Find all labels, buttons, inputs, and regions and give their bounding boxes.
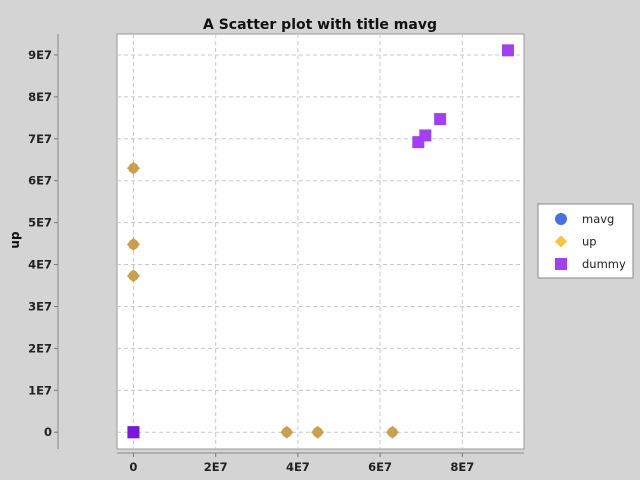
- legend: mavg up dummy: [537, 203, 634, 279]
- legend-label-mavg: mavg: [582, 212, 614, 226]
- y-tick-label: 9E7: [28, 48, 52, 62]
- x-tick-label: 6E7: [368, 460, 392, 474]
- data-point-dummy: [501, 44, 514, 57]
- data-point-up-shape: [126, 161, 140, 175]
- x-tick-label: 0: [129, 460, 137, 474]
- y-tick-label: 8E7: [28, 90, 52, 104]
- data-point-dummy: [434, 113, 447, 126]
- data-point-up: [126, 237, 140, 251]
- y-axis-title: up: [8, 231, 22, 249]
- y-tick-label: 7E7: [28, 132, 52, 146]
- y-tick-label: 0: [44, 425, 52, 439]
- data-points: [126, 44, 514, 439]
- legend-marker-mavg: [555, 213, 567, 225]
- axes: 0 1E7 2E7 3E7 4E7 5E7 6E7 7E7 8E7 9E7 0 2E7 4E7 6E7 8E…: [28, 34, 524, 474]
- x-tick-label: 8E7: [450, 460, 474, 474]
- y-tick-label: 1E7: [28, 383, 52, 397]
- plot-area: [116, 33, 525, 450]
- x-tick-label: 4E7: [286, 460, 310, 474]
- grid-lines: [117, 34, 524, 449]
- data-point-up: [385, 425, 399, 439]
- legend-label-up: up: [582, 235, 597, 249]
- legend-marker-up: [555, 235, 567, 248]
- data-point-origin-overlap: [127, 426, 140, 439]
- data-point-dummy: [419, 129, 432, 142]
- legend-marker-dummy: [555, 258, 567, 270]
- y-tick-label: 4E7: [28, 258, 52, 272]
- data-point-up-shape: [126, 269, 140, 283]
- data-point-up-shape: [126, 237, 140, 251]
- legend-label-dummy: dummy: [582, 257, 626, 271]
- data-point-up-shape: [385, 425, 399, 439]
- y-tick-label: 6E7: [28, 174, 52, 188]
- data-point-up-shape: [280, 425, 294, 439]
- legend-box: [537, 203, 634, 279]
- data-point-up: [311, 425, 325, 439]
- x-tick-label: 2E7: [204, 460, 228, 474]
- data-point-up: [280, 425, 294, 439]
- y-tick-label: 5E7: [28, 216, 52, 230]
- data-point-up-shape: [311, 425, 325, 439]
- data-point-up: [126, 269, 140, 283]
- data-point-up: [126, 161, 140, 175]
- y-tick-label: 3E7: [28, 299, 52, 313]
- chart-title: A Scatter plot with title mavg: [203, 17, 437, 33]
- y-tick-label: 2E7: [28, 341, 52, 355]
